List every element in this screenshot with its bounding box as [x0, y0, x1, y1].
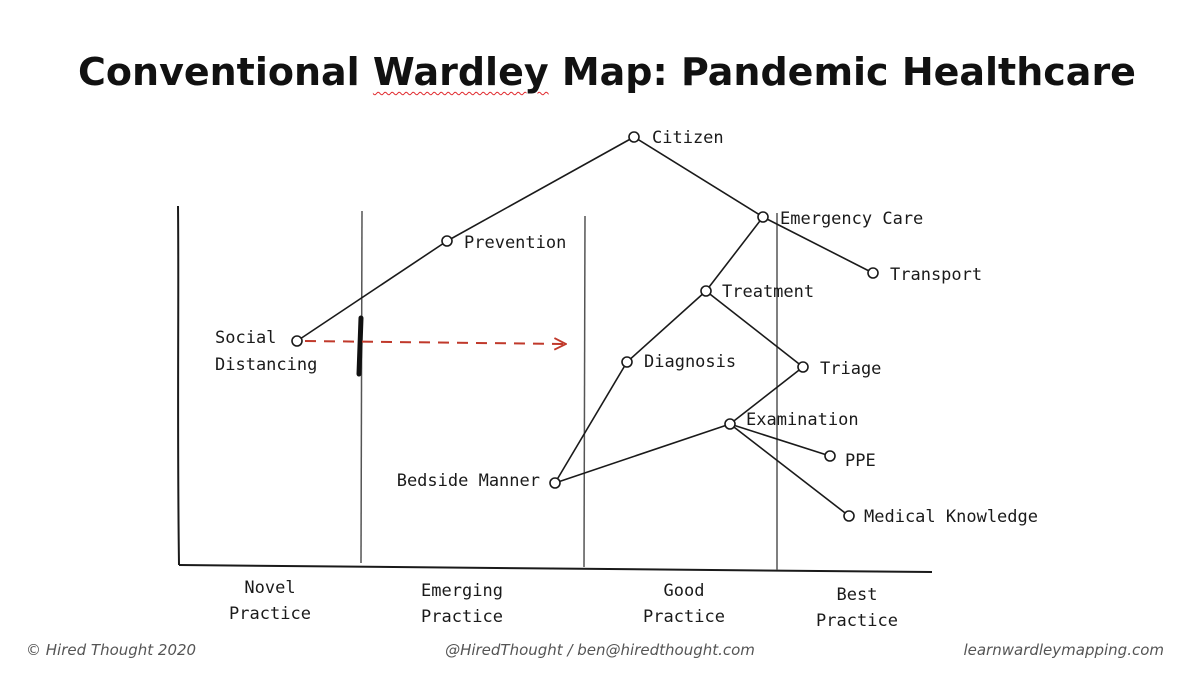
component-node[interactable]: [867, 267, 879, 279]
component-node[interactable]: [621, 356, 633, 368]
component-prevention[interactable]: Prevention: [441, 233, 566, 253]
footer-contact: @HiredThought / ben@hiredthought.com: [445, 641, 755, 659]
link-emergency-care-to-treatment: [705, 216, 764, 292]
component-citizen[interactable]: Citizen: [628, 128, 724, 148]
component-ppe[interactable]: PPE: [824, 450, 876, 471]
components: Citizen Emergency Care Transport Prevention…: [215, 128, 1038, 527]
link-citizen-to-emergency-care: [633, 136, 764, 218]
stage-label-best: Best: [837, 585, 878, 605]
title-part-2: Wardley: [372, 50, 549, 94]
stage-divider-1: [360, 210, 363, 564]
component-label: Diagnosis: [644, 352, 736, 372]
stage-label-emerging: Practice: [421, 607, 503, 627]
component-node[interactable]: [291, 335, 303, 347]
component-label: Distancing: [215, 355, 317, 375]
component-emergency-care[interactable]: Emergency Care: [757, 209, 923, 229]
title-part-1: Conventional: [78, 50, 373, 94]
x-axis: [178, 564, 933, 573]
stage-label-novel: Practice: [229, 604, 311, 624]
component-node[interactable]: [824, 450, 836, 462]
link-examination-to-bedside-manner: [554, 423, 731, 484]
footer-copyright: © Hired Thought 2020: [26, 641, 197, 659]
component-examination[interactable]: Examination: [724, 410, 859, 430]
component-label: Bedside Manner: [397, 471, 540, 491]
y-axis: [177, 205, 180, 566]
component-label: Examination: [746, 410, 859, 430]
component-node[interactable]: [441, 235, 453, 247]
stage-label-emerging: Emerging: [421, 581, 503, 601]
component-label: PPE: [845, 451, 876, 471]
component-transport[interactable]: Transport: [867, 265, 982, 285]
component-triage[interactable]: Triage: [797, 359, 881, 379]
title-part-3: Map: Pandemic Healthcare: [548, 50, 1136, 94]
component-label: Social: [215, 328, 276, 348]
evolution-arrow: [304, 341, 566, 344]
component-label: Citizen: [652, 128, 724, 148]
link-prevention-to-social-distancing: [296, 240, 448, 342]
component-node[interactable]: [700, 285, 712, 297]
link-triage-to-examination: [729, 366, 804, 425]
link-examination-to-ppe: [729, 423, 831, 457]
component-label: Medical Knowledge: [864, 507, 1038, 527]
component-label: Treatment: [722, 282, 814, 302]
component-label: Transport: [890, 265, 982, 285]
stage-dividers: [360, 210, 778, 570]
stage-label-novel: Novel: [244, 578, 295, 598]
component-social-distancing[interactable]: Social Distancing: [215, 328, 317, 375]
link-emergency-care-to-transport: [762, 216, 874, 274]
link-treatment-to-triage: [705, 290, 804, 368]
link-treatment-to-diagnosis: [626, 290, 707, 363]
component-label: Prevention: [464, 233, 566, 253]
inertia-bar: [356, 315, 364, 377]
link-citizen-to-prevention: [446, 136, 635, 242]
link-examination-to-medical-knowledge: [729, 423, 850, 517]
inertia-barrier: [356, 315, 364, 377]
component-label: Triage: [820, 359, 881, 379]
component-medical-knowledge[interactable]: Medical Knowledge: [843, 507, 1038, 527]
footer-website: learnwardleymapping.com: [963, 641, 1164, 659]
component-node[interactable]: [549, 477, 561, 489]
stage-labels: Novel Practice Emerging Practice Good Practic…: [229, 578, 898, 631]
component-diagnosis[interactable]: Diagnosis: [621, 352, 736, 372]
component-node[interactable]: [797, 361, 809, 373]
axes: [177, 205, 933, 573]
links: [296, 136, 874, 517]
stage-label-good: Practice: [643, 607, 725, 627]
component-node[interactable]: [757, 211, 769, 223]
component-node[interactable]: [628, 131, 640, 143]
stage-divider-2: [583, 215, 586, 568]
component-label: Emergency Care: [780, 209, 923, 229]
component-treatment[interactable]: Treatment: [700, 282, 814, 302]
stage-label-best: Practice: [816, 611, 898, 631]
stage-label-good: Good: [664, 581, 705, 601]
component-node[interactable]: [843, 510, 855, 522]
component-node[interactable]: [724, 418, 736, 430]
link-diagnosis-to-bedside-manner: [554, 361, 628, 484]
component-bedside-manner[interactable]: Bedside Manner: [397, 471, 561, 491]
page-title: Conventional Wardley Map: Pandemic Healt…: [0, 50, 1200, 94]
